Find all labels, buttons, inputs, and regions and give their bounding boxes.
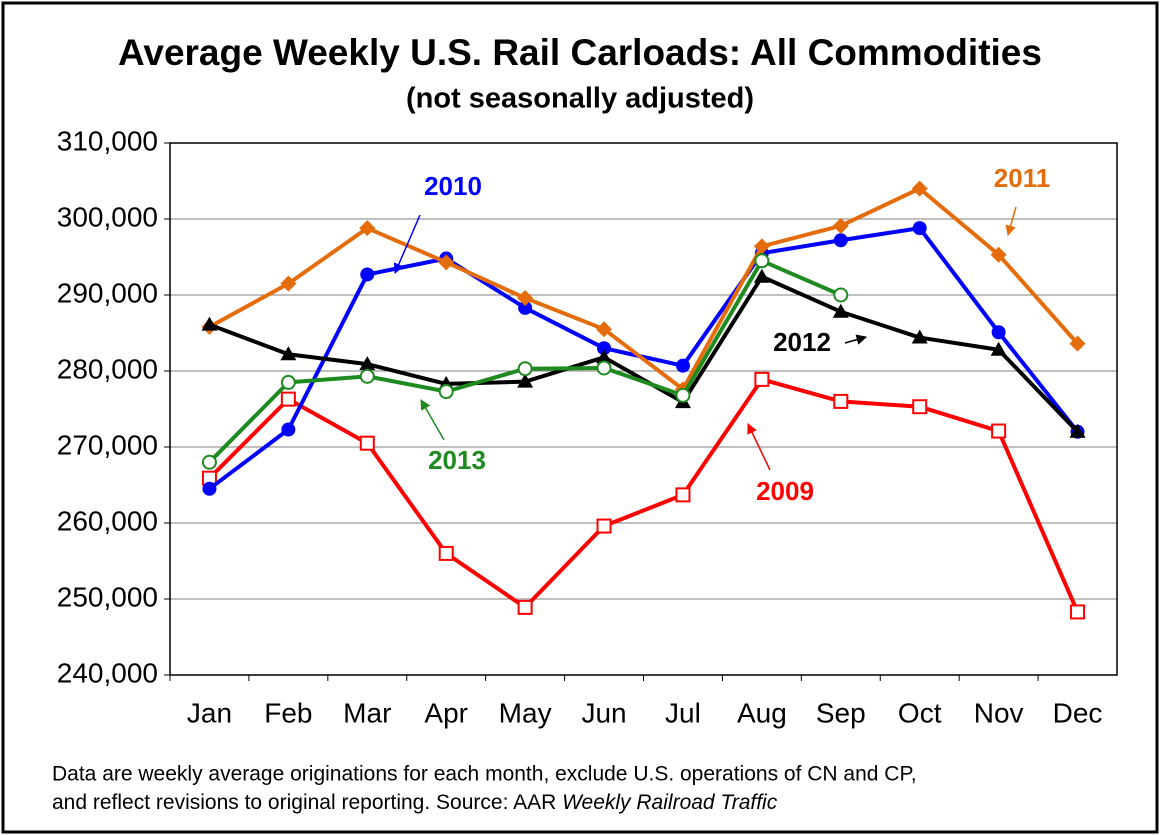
- marker: [596, 321, 613, 338]
- marker: [201, 454, 217, 470]
- x-tick-label: Jun: [581, 697, 626, 728]
- y-tick-label: 290,000: [57, 277, 158, 308]
- marker: [990, 246, 1007, 263]
- y-tick-label: 270,000: [57, 429, 158, 460]
- marker: [832, 303, 849, 318]
- marker: [596, 360, 612, 376]
- y-tick-label: 240,000: [57, 657, 158, 688]
- footnote-text: and reflect revisions to original report…: [52, 791, 562, 814]
- marker: [280, 346, 297, 361]
- x-tick-label: Apr: [424, 697, 468, 728]
- marker: [675, 358, 690, 373]
- x-tick-label: Nov: [974, 697, 1024, 728]
- plot-area: [170, 143, 1117, 675]
- marker: [517, 361, 533, 377]
- x-tick-label: Dec: [1053, 697, 1103, 728]
- y-tick-label: 280,000: [57, 353, 158, 384]
- marker: [911, 329, 928, 344]
- marker: [833, 287, 849, 303]
- marker: [911, 180, 928, 197]
- marker: [912, 399, 928, 415]
- marker: [1070, 604, 1086, 620]
- marker: [518, 300, 533, 315]
- y-tick-label: 250,000: [57, 581, 158, 612]
- series-line: [208, 377, 1080, 613]
- marker: [517, 290, 534, 307]
- marker: [438, 254, 455, 271]
- marker: [280, 275, 297, 292]
- marker: [675, 487, 691, 503]
- x-tick-label: Jan: [187, 697, 232, 728]
- marker: [280, 374, 296, 390]
- marker: [281, 422, 296, 437]
- marker: [912, 221, 927, 236]
- marker: [359, 356, 376, 371]
- footnote: Data are weekly average originations for…: [52, 763, 917, 786]
- callout-arrow: [747, 423, 771, 471]
- series-label: 2009: [756, 476, 814, 506]
- marker: [202, 481, 217, 496]
- marker: [753, 238, 770, 255]
- x-tick-label: May: [499, 697, 552, 728]
- marker: [833, 233, 848, 248]
- series-label: 2012: [773, 327, 831, 357]
- callout-arrow: [420, 399, 445, 441]
- x-tick-label: Oct: [898, 697, 942, 728]
- marker: [754, 253, 770, 269]
- y-tick-label: 300,000: [57, 201, 158, 232]
- marker: [1069, 335, 1086, 352]
- marker: [596, 349, 613, 364]
- chart-title: Average Weekly U.S. Rail Carloads: All C…: [118, 32, 1042, 73]
- marker: [360, 267, 375, 282]
- x-tick-label: Aug: [737, 697, 787, 728]
- marker: [359, 220, 376, 237]
- footnote: and reflect revisions to original report…: [52, 791, 778, 814]
- series-label: 2011: [994, 163, 1050, 193]
- x-tick-label: Jul: [665, 697, 701, 728]
- marker: [991, 325, 1006, 340]
- marker: [359, 435, 375, 451]
- marker: [991, 423, 1007, 439]
- marker: [596, 518, 612, 534]
- marker: [832, 217, 849, 234]
- x-tick-label: Feb: [264, 697, 312, 728]
- marker: [438, 384, 454, 400]
- marker: [280, 391, 296, 407]
- marker: [833, 393, 849, 409]
- marker: [990, 341, 1007, 356]
- marker: [754, 371, 770, 387]
- y-tick-label: 310,000: [57, 125, 158, 156]
- x-tick-label: Sep: [816, 697, 866, 728]
- footnote-source: Weekly Railroad Traffic: [562, 791, 778, 814]
- marker: [1069, 423, 1086, 438]
- marker: [359, 368, 375, 384]
- marker: [753, 268, 770, 283]
- callout-arrow: [844, 334, 868, 345]
- marker: [517, 599, 533, 615]
- plot-border: [169, 142, 1118, 676]
- y-tick-label: 260,000: [57, 505, 158, 536]
- series-line: [208, 186, 1080, 392]
- marker: [597, 341, 612, 356]
- callout-arrow: [393, 214, 421, 274]
- series-label: 2013: [428, 445, 486, 475]
- series-label: 2010: [424, 171, 482, 201]
- marker: [201, 316, 218, 331]
- marker: [675, 387, 691, 403]
- marker: [438, 545, 454, 561]
- x-tick-label: Mar: [343, 697, 391, 728]
- chart-subtitle: (not seasonally adjusted): [406, 83, 754, 115]
- callout-arrow: [1005, 206, 1017, 237]
- marker: [517, 373, 534, 388]
